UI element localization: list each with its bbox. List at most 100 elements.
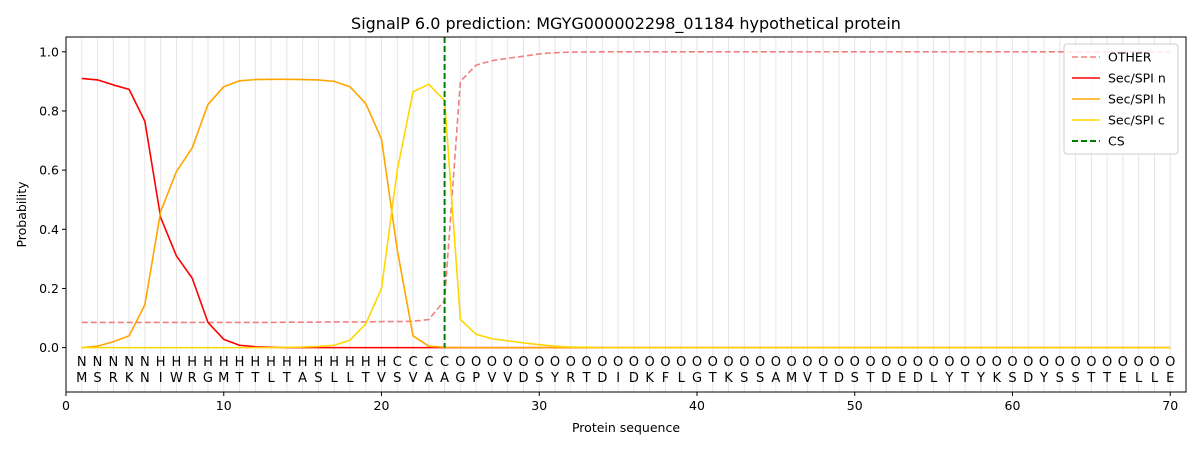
region-label: O — [865, 355, 875, 370]
residue-label: T — [866, 371, 875, 386]
region-label: H — [314, 355, 324, 370]
region-label: N — [108, 355, 118, 370]
region-label: O — [1039, 355, 1049, 370]
residue-label: K — [645, 371, 654, 386]
y-tick-label: 0.8 — [39, 103, 59, 118]
region-label: O — [834, 355, 844, 370]
region-label: O — [1023, 355, 1033, 370]
residue-label: R — [109, 371, 118, 386]
region-label: O — [471, 355, 481, 370]
series-lines — [81, 37, 1171, 349]
residue-label: K — [724, 371, 733, 386]
residue-label: T — [582, 371, 591, 386]
residue-label: V — [409, 371, 418, 386]
residue-label: Y — [550, 371, 559, 386]
residue-label: L — [331, 371, 339, 386]
residue-label: T — [818, 371, 827, 386]
region-label: C — [393, 355, 402, 370]
region-label: O — [1165, 355, 1175, 370]
region-label: O — [708, 355, 718, 370]
region-label: O — [755, 355, 765, 370]
region-label: O — [692, 355, 702, 370]
region-label: O — [897, 355, 907, 370]
region-label: O — [518, 355, 528, 370]
residue-label: P — [472, 371, 480, 386]
residue-label: S — [314, 371, 322, 386]
plot-frame — [65, 36, 1187, 393]
residue-label: D — [834, 371, 844, 386]
region-label: N — [93, 355, 103, 370]
series-line-sec-spi-c — [81, 83, 1171, 349]
y-tick-label: 0.2 — [39, 281, 59, 296]
residue-label: D — [597, 371, 607, 386]
legend-entry: Sec/SPI n — [1108, 71, 1166, 86]
region-label: O — [613, 355, 623, 370]
residue-label: S — [851, 371, 859, 386]
region-label: O — [1086, 355, 1096, 370]
region-label: N — [140, 355, 150, 370]
residue-label: Y — [976, 371, 985, 386]
legend-box — [1063, 43, 1179, 155]
residue-label: S — [1071, 371, 1079, 386]
residue-label: S — [1008, 371, 1016, 386]
residue-label: V — [803, 371, 812, 386]
residue-label: D — [629, 371, 639, 386]
legend-entry: CS — [1108, 134, 1125, 149]
region-label: N — [124, 355, 134, 370]
region-label: H — [361, 355, 371, 370]
residue-label: D — [518, 371, 528, 386]
region-label: N — [77, 355, 87, 370]
x-axis-label: Protein sequence — [572, 420, 680, 435]
residue-label: N — [140, 371, 150, 386]
residue-label: V — [503, 371, 512, 386]
region-label: H — [345, 355, 355, 370]
region-label: H — [235, 355, 245, 370]
residue-label: G — [455, 371, 465, 386]
residue-label: A — [424, 371, 433, 386]
x-tick-label: 10 — [216, 398, 232, 413]
residue-label: E — [1119, 371, 1127, 386]
x-tick-label: 30 — [531, 398, 547, 413]
residue-label: I — [616, 371, 620, 386]
y-tick-label: 1.0 — [39, 44, 59, 59]
residue-label: I — [159, 371, 163, 386]
region-label: O — [802, 355, 812, 370]
region-label: O — [581, 355, 591, 370]
region-label: H — [298, 355, 308, 370]
x-tick-label: 20 — [374, 398, 390, 413]
region-label: O — [566, 355, 576, 370]
x-axis: 0 10 20 30 40 50 60 70 — [62, 392, 1178, 413]
chart-title: SignalP 6.0 prediction: MGYG000002298_01… — [351, 14, 901, 34]
legend-entry: OTHER — [1108, 50, 1152, 65]
series-line-other — [81, 50, 1171, 324]
sequence-annotation: NMNSNRNKNNHIHWHRHGHMHTHTHLHTHAHSHLHLHTHV… — [76, 355, 1175, 386]
residue-label: G — [692, 371, 702, 386]
region-label: H — [219, 355, 229, 370]
region-label: H — [250, 355, 260, 370]
region-label: H — [282, 355, 292, 370]
y-axis: 0.0 0.2 0.4 0.6 0.8 1.0 — [39, 44, 66, 355]
residue-label: S — [93, 371, 101, 386]
region-label: O — [597, 355, 607, 370]
region-label: O — [660, 355, 670, 370]
region-label: H — [203, 355, 213, 370]
x-tick-label: 0 — [62, 398, 70, 413]
y-axis-label: Probability — [14, 181, 29, 248]
region-label: O — [1149, 355, 1159, 370]
residue-label: G — [203, 371, 213, 386]
residue-label: K — [125, 371, 134, 386]
residue-label: D — [913, 371, 923, 386]
residue-label: T — [235, 371, 244, 386]
y-tick-label: 0.6 — [39, 163, 59, 178]
region-label: O — [818, 355, 828, 370]
residue-label: T — [1102, 371, 1111, 386]
residue-label: T — [960, 371, 969, 386]
region-label: C — [440, 355, 449, 370]
legend: OTHER Sec/SPI n Sec/SPI h Sec/SPI c CS — [1063, 43, 1179, 155]
region-label: H — [172, 355, 182, 370]
region-label: O — [881, 355, 891, 370]
region-label: O — [739, 355, 749, 370]
residue-label: Y — [944, 371, 953, 386]
residue-label: T — [361, 371, 370, 386]
region-label: H — [377, 355, 387, 370]
